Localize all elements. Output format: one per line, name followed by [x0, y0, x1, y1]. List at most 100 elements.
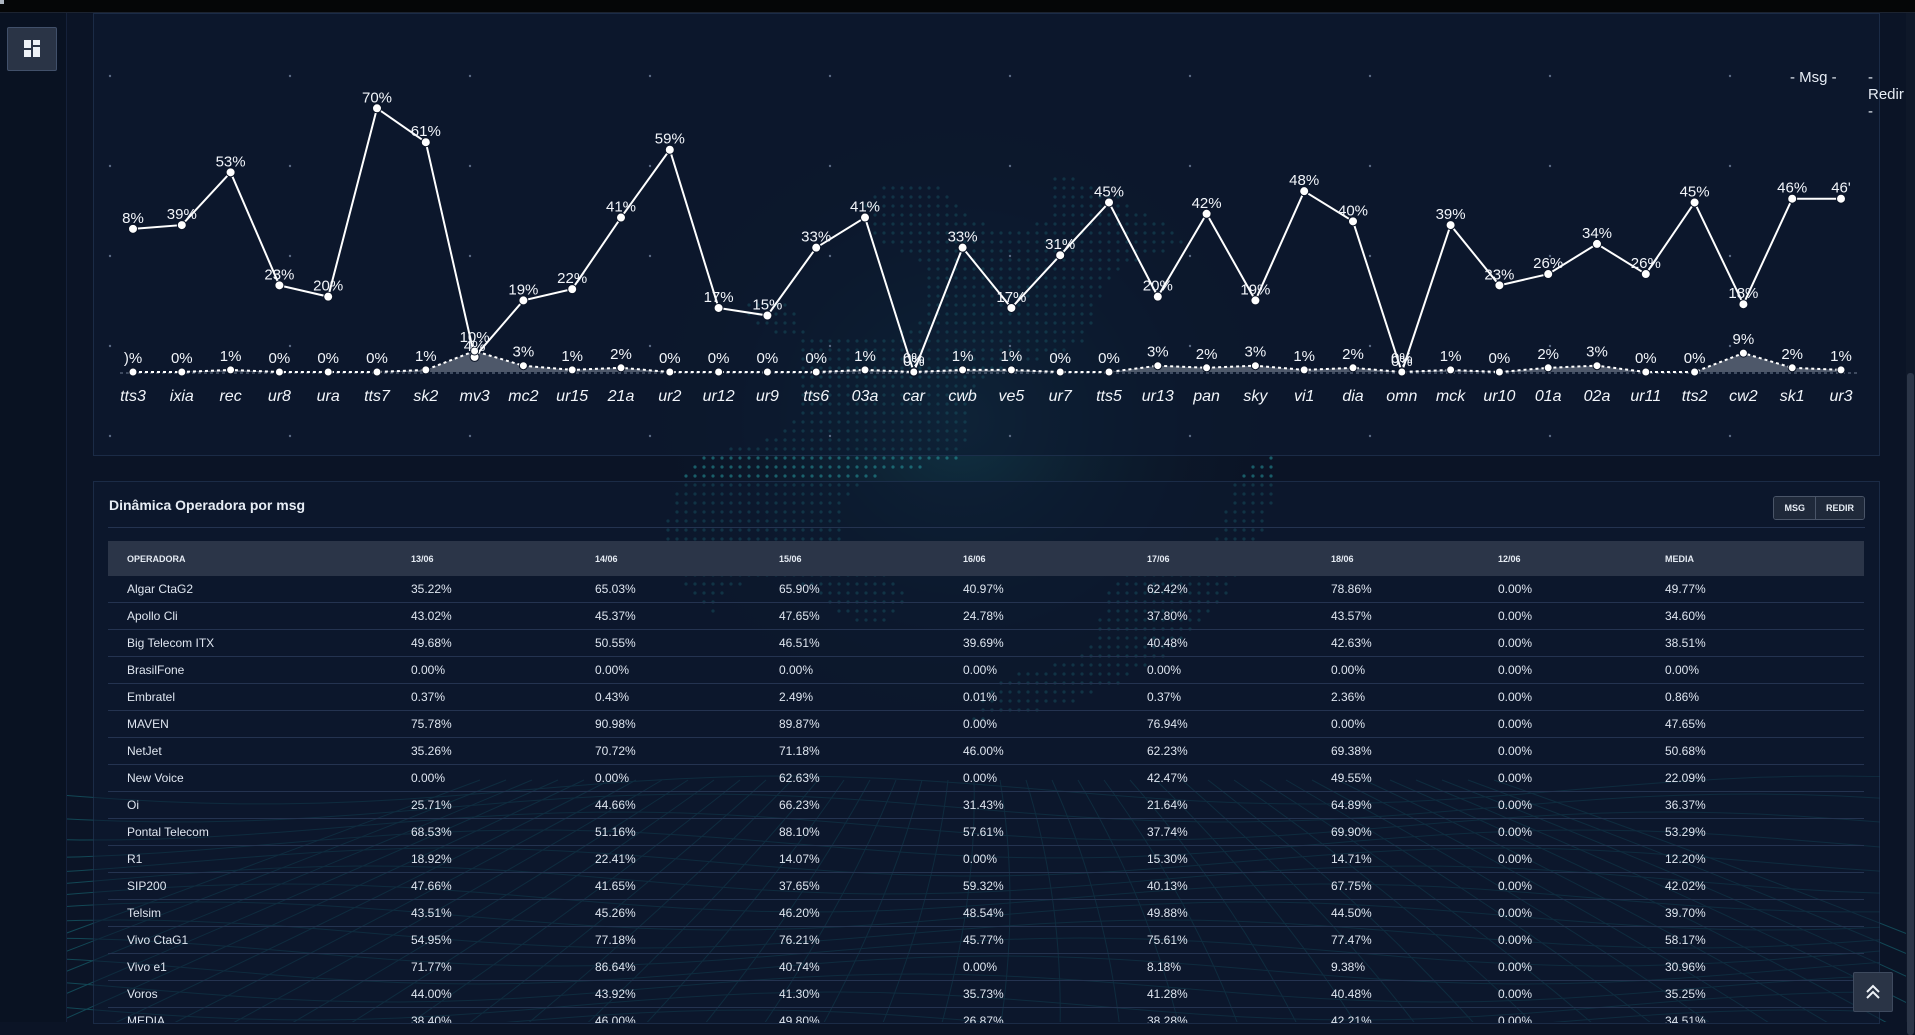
x-tick-label: ur2 — [658, 388, 681, 405]
top-bar-mark — [0, 0, 4, 4]
divider — [108, 527, 1865, 528]
msg-point — [323, 291, 334, 302]
redir-data-label: 3% — [1245, 344, 1267, 361]
scrollbar-thumb[interactable] — [1907, 373, 1914, 1035]
table-row[interactable]: NetJet 35.26% 70.72% 71.18% 46.00% 62.23% 69.3… — [108, 737, 1864, 765]
percent-cell: 0.00% — [1498, 872, 1665, 900]
msg-point — [1299, 186, 1310, 197]
percent-cell: 0.00% — [1498, 926, 1665, 954]
table-row[interactable]: Big Telecom ITX 49.68% 50.55% 46.51% 39.69% 4… — [108, 629, 1864, 657]
percent-cell: 42.47% — [1147, 764, 1331, 792]
percent-cell: 0.00% — [963, 953, 1147, 981]
legend-msg[interactable]: - Msg - — [1790, 69, 1837, 86]
table-row[interactable]: MEDIA 38.40% 46.00% 49.80% 26.87% 38.28% 42.21… — [108, 1007, 1864, 1023]
table-row[interactable]: Vivo e1 71.77% 86.64% 40.74% 0.00% 8.18% 9.38%… — [108, 953, 1864, 981]
msg-point — [1348, 216, 1358, 227]
x-tick-label: vi1 — [1294, 388, 1314, 405]
percent-cell: 37.65% — [779, 872, 963, 900]
percent-cell: 51.16% — [595, 818, 779, 846]
x-tick-label: dia — [1342, 388, 1363, 405]
scroll-to-top-button[interactable] — [1853, 972, 1893, 1012]
x-tick-label: 21a — [607, 388, 635, 405]
msg-data-label: 26% — [1533, 255, 1563, 272]
msg-point — [1201, 208, 1212, 219]
percent-cell: 34.60% — [1665, 602, 1864, 630]
percent-cell: 47.65% — [1665, 710, 1864, 738]
percent-cell: 86.64% — [595, 953, 779, 981]
percent-cell: 77.18% — [595, 926, 779, 954]
percent-cell: 41.28% — [1147, 980, 1331, 1008]
column-header-13-06[interactable]: 13/06 — [411, 553, 434, 564]
percent-cell: 25.71% — [411, 791, 595, 819]
percent-cell: 49.80% — [779, 1007, 963, 1023]
redir-data-label: 9% — [1733, 331, 1755, 348]
x-tick-label: mv3 — [459, 388, 489, 405]
legend-redir[interactable]: - Redir - — [1868, 69, 1904, 120]
redir-point — [1787, 363, 1797, 373]
percent-cell: 76.94% — [1147, 710, 1331, 738]
percent-cell: 58.17% — [1665, 926, 1864, 954]
percent-cell: 41.30% — [779, 980, 963, 1008]
redir-data-label: 3% — [513, 344, 535, 361]
redir-toggle-button[interactable]: REDIR — [1815, 497, 1864, 519]
column-header-operadora[interactable]: OPERADORA — [127, 553, 186, 564]
table-row[interactable]: MAVEN 75.78% 90.98% 89.87% 0.00% 76.94% 0.00% 0… — [108, 710, 1864, 738]
msg-point — [1592, 238, 1602, 249]
table-row[interactable]: R1 18.92% 22.41% 14.07% 0.00% 15.30% 14.71% 0.0… — [108, 845, 1864, 873]
table-row[interactable]: Pontal Telecom 68.53% 51.16% 88.10% 57.61% 37… — [108, 818, 1864, 846]
percent-cell: 0.00% — [1498, 576, 1665, 603]
column-header-16-06[interactable]: 16/06 — [963, 553, 986, 564]
page-scrollbar[interactable] — [1906, 13, 1915, 1035]
column-header-media[interactable]: MEDIA — [1665, 553, 1694, 564]
redir-point — [762, 367, 772, 377]
column-header-15-06[interactable]: 15/06 — [779, 553, 802, 564]
table-row[interactable]: Apollo Cli 43.02% 45.37% 47.65% 24.78% 37.80%… — [108, 602, 1864, 630]
redir-data-label: 1% — [1001, 348, 1023, 365]
percent-cell: 75.61% — [1147, 926, 1331, 954]
dashboard-button[interactable] — [7, 27, 57, 71]
percent-cell: 38.51% — [1665, 629, 1864, 657]
msg-data-label: 20% — [313, 278, 343, 295]
msg-data-label: 26% — [1631, 255, 1661, 272]
percent-cell: 0.00% — [1498, 656, 1665, 684]
x-tick-label: tts5 — [1096, 388, 1122, 405]
redir-data-label: 1% — [561, 348, 583, 365]
percent-cell: 0.00% — [1498, 737, 1665, 765]
percent-cell: 50.55% — [595, 629, 779, 657]
redir-point — [177, 367, 187, 377]
redir-series-line — [133, 349, 1842, 374]
msg-point — [1836, 193, 1846, 204]
table-row[interactable]: Algar CtaG2 35.22% 65.03% 65.90% 40.97% 62.42… — [108, 576, 1864, 603]
column-header-14-06[interactable]: 14/06 — [595, 553, 618, 564]
table-row[interactable]: Oi 25.71% 44.66% 66.23% 31.43% 21.64% 64.89% 0.… — [108, 791, 1864, 819]
table-row[interactable]: Telsim 43.51% 45.26% 46.20% 48.54% 49.88% 44.5… — [108, 899, 1864, 927]
table-row[interactable]: BrasilFone 0.00% 0.00% 0.00% 0.00% 0.00% 0.00%… — [108, 656, 1864, 684]
column-header-17-06[interactable]: 17/06 — [1147, 553, 1170, 564]
percent-cell: 40.74% — [779, 953, 963, 981]
percent-cell: 0.00% — [1331, 710, 1498, 738]
x-tick-label: ur9 — [756, 388, 779, 405]
redir-data-label: 0% — [659, 350, 681, 367]
msg-data-label: 17% — [996, 289, 1026, 306]
msg-toggle-button[interactable]: MSG — [1774, 497, 1816, 519]
percent-cell: 42.02% — [1665, 872, 1864, 900]
redir-point — [421, 365, 431, 375]
percent-cell: 67.75% — [1331, 872, 1498, 900]
table-row[interactable]: Vivo CtaG1 54.95% 77.18% 76.21% 45.77% 75.61%… — [108, 926, 1864, 954]
column-header-18-06[interactable]: 18/06 — [1331, 553, 1354, 564]
redir-point — [567, 365, 577, 375]
x-tick-label: tts7 — [364, 388, 391, 405]
percent-cell: 34.51% — [1665, 1007, 1864, 1023]
operator-name-cell: MAVEN — [108, 710, 411, 738]
table-row[interactable]: Embratel 0.37% 0.43% 2.49% 0.01% 0.37% 2.36% 0.… — [108, 683, 1864, 711]
redir-data-label: 0% — [1049, 350, 1071, 367]
percent-cell: 43.57% — [1331, 602, 1498, 630]
redir-data-label: 3% — [1586, 344, 1608, 361]
percent-cell: 22.09% — [1665, 764, 1864, 792]
redir-data-label: 2% — [1781, 346, 1803, 363]
table-row[interactable]: New Voice 0.00% 0.00% 62.63% 0.00% 42.47% 49.5… — [108, 764, 1864, 792]
table-row[interactable]: Voros 44.00% 43.92% 41.30% 35.73% 41.28% 40.48… — [108, 980, 1864, 1008]
column-header-12-06[interactable]: 12/06 — [1498, 553, 1521, 564]
redir-point — [226, 365, 236, 375]
table-row[interactable]: SIP200 47.66% 41.65% 37.65% 59.32% 40.13% 67.7… — [108, 872, 1864, 900]
